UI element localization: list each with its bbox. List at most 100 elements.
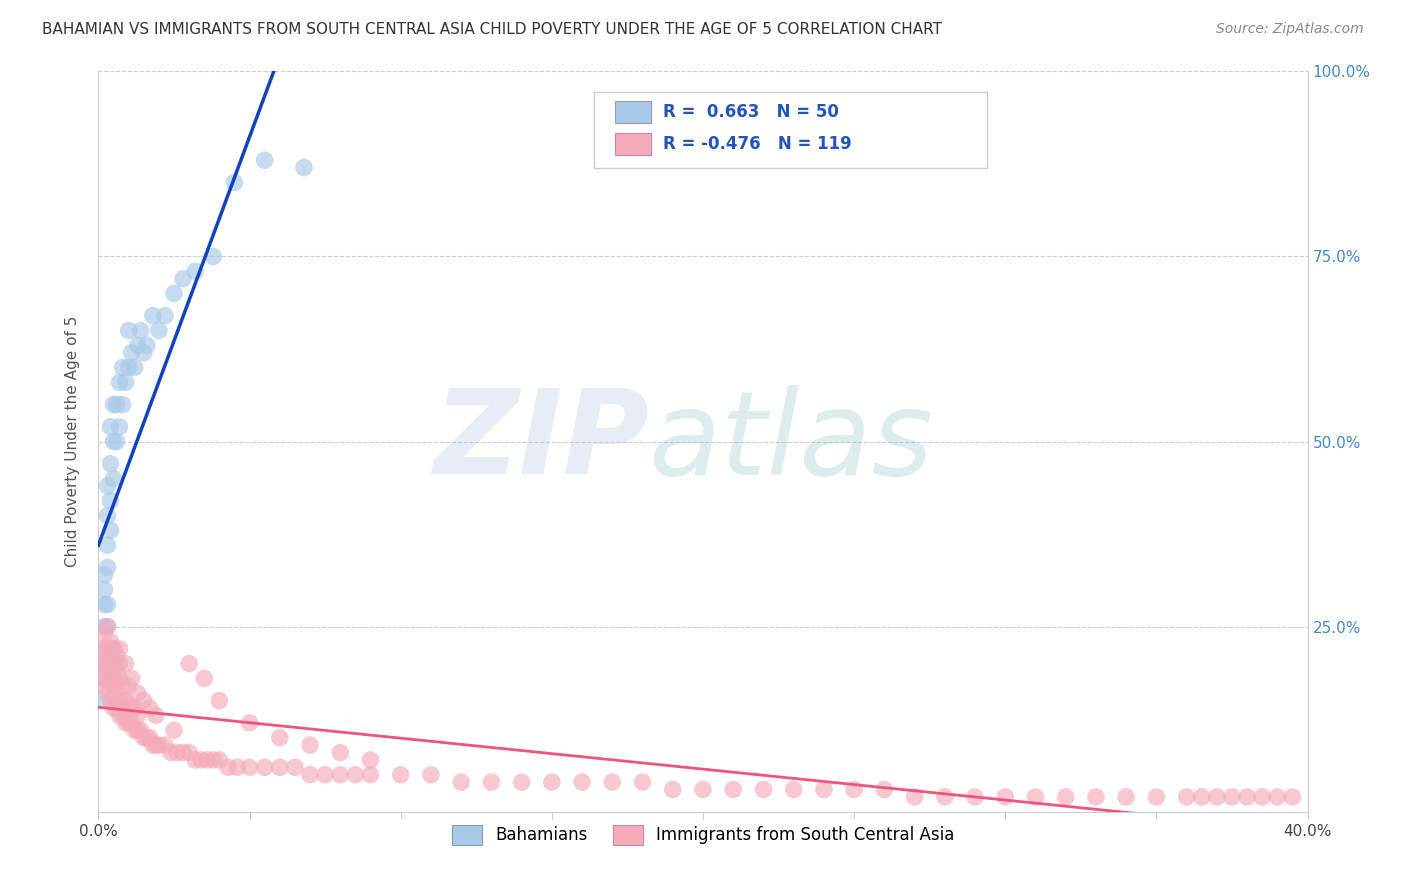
Point bbox=[226, 760, 249, 774]
Point bbox=[1115, 789, 1137, 804]
Point bbox=[202, 250, 225, 264]
Point bbox=[145, 708, 167, 723]
Point bbox=[105, 657, 128, 671]
Point bbox=[90, 694, 112, 708]
Point bbox=[813, 782, 835, 797]
Point bbox=[239, 760, 262, 774]
Point bbox=[873, 782, 896, 797]
Point bbox=[105, 649, 128, 664]
Point bbox=[90, 641, 112, 656]
Text: ZIP: ZIP bbox=[433, 384, 648, 499]
Text: R = -0.476   N = 119: R = -0.476 N = 119 bbox=[664, 135, 852, 153]
Point bbox=[184, 264, 207, 278]
Y-axis label: Child Poverty Under the Age of 5: Child Poverty Under the Age of 5 bbox=[65, 316, 80, 567]
Point bbox=[142, 309, 165, 323]
Point bbox=[96, 657, 118, 671]
Point bbox=[190, 753, 212, 767]
Point bbox=[103, 701, 125, 715]
Point bbox=[1220, 789, 1243, 804]
Point bbox=[90, 672, 112, 686]
Point bbox=[269, 731, 291, 745]
Point bbox=[1024, 789, 1046, 804]
Point bbox=[135, 731, 157, 745]
Point bbox=[292, 161, 315, 175]
Point bbox=[314, 767, 336, 781]
Point bbox=[510, 775, 533, 789]
Point bbox=[96, 560, 118, 574]
Point bbox=[96, 538, 118, 552]
Point bbox=[139, 701, 162, 715]
Point bbox=[108, 672, 131, 686]
Point bbox=[114, 715, 136, 730]
Point bbox=[100, 419, 122, 434]
Point bbox=[108, 641, 131, 656]
Point bbox=[96, 686, 118, 700]
Point bbox=[160, 746, 183, 760]
Point bbox=[105, 434, 128, 449]
Point bbox=[93, 567, 115, 582]
Point bbox=[571, 775, 593, 789]
Point bbox=[253, 153, 276, 168]
Point bbox=[90, 657, 112, 671]
Point bbox=[100, 634, 122, 648]
Point bbox=[1144, 789, 1167, 804]
Point bbox=[153, 738, 176, 752]
Point bbox=[96, 479, 118, 493]
Point bbox=[148, 738, 170, 752]
Point bbox=[179, 746, 201, 760]
Point bbox=[163, 723, 186, 738]
Point bbox=[90, 672, 112, 686]
Point bbox=[217, 760, 239, 774]
Point bbox=[108, 419, 131, 434]
Point bbox=[93, 582, 115, 597]
Point bbox=[389, 767, 412, 781]
Point bbox=[253, 760, 276, 774]
Point bbox=[602, 775, 624, 789]
Point bbox=[127, 708, 149, 723]
Point bbox=[105, 398, 128, 412]
Point bbox=[111, 708, 134, 723]
Point bbox=[103, 657, 125, 671]
Point bbox=[105, 686, 128, 700]
Point bbox=[481, 775, 503, 789]
Point bbox=[752, 782, 775, 797]
Point bbox=[344, 767, 367, 781]
Point bbox=[96, 619, 118, 633]
Point bbox=[135, 338, 157, 352]
Point bbox=[100, 493, 122, 508]
Point bbox=[783, 782, 806, 797]
Point bbox=[661, 782, 683, 797]
FancyBboxPatch shape bbox=[595, 92, 987, 168]
Point bbox=[124, 723, 146, 738]
Point bbox=[132, 731, 155, 745]
Point bbox=[172, 271, 194, 285]
Point bbox=[1251, 789, 1274, 804]
Point bbox=[93, 627, 115, 641]
Point bbox=[224, 175, 246, 190]
Point bbox=[1085, 789, 1108, 804]
Point bbox=[1191, 789, 1213, 804]
Point bbox=[360, 767, 382, 781]
Point bbox=[114, 376, 136, 390]
Point bbox=[93, 619, 115, 633]
Point bbox=[1281, 789, 1303, 804]
Point bbox=[118, 360, 141, 375]
Point bbox=[103, 434, 125, 449]
Point bbox=[103, 471, 125, 485]
Point bbox=[329, 767, 352, 781]
Point bbox=[145, 738, 167, 752]
Point bbox=[124, 360, 146, 375]
Point bbox=[96, 641, 118, 656]
Text: atlas: atlas bbox=[648, 384, 934, 499]
Point bbox=[163, 286, 186, 301]
Point bbox=[96, 664, 118, 678]
Point bbox=[844, 782, 866, 797]
Point bbox=[208, 694, 231, 708]
Text: BAHAMIAN VS IMMIGRANTS FROM SOUTH CENTRAL ASIA CHILD POVERTY UNDER THE AGE OF 5 : BAHAMIAN VS IMMIGRANTS FROM SOUTH CENTRA… bbox=[42, 22, 942, 37]
Point bbox=[121, 715, 143, 730]
Point bbox=[124, 701, 146, 715]
Point bbox=[108, 376, 131, 390]
Point bbox=[184, 753, 207, 767]
Point bbox=[299, 767, 322, 781]
Point bbox=[299, 738, 322, 752]
